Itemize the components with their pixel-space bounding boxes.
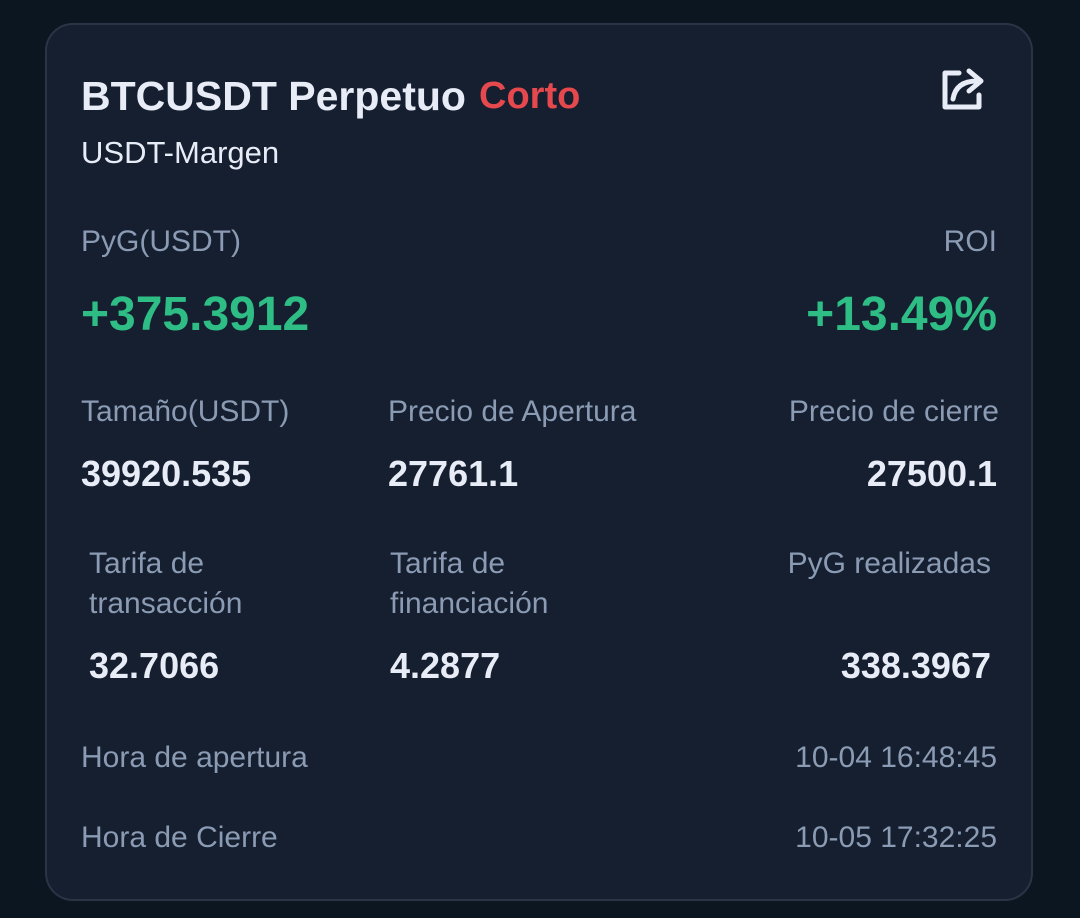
open-price-label: Precio de Apertura [388, 395, 637, 428]
position-card: BTCUSDT Perpetuo Corto USDT-Margen PyG(U… [45, 23, 1033, 901]
size-label: Tamaño(USDT) [81, 395, 290, 428]
funding-fee-label-line2: financiación [390, 587, 549, 620]
realized-pnl-value: 338.3967 [840, 645, 991, 686]
position-side-badge: Corto [479, 75, 581, 117]
open-time-value: 10-04 16:48:45 [795, 741, 997, 774]
share-button[interactable] [937, 65, 989, 113]
margin-type: USDT-Margen [81, 135, 280, 170]
close-time-value: 10-05 17:32:25 [795, 821, 997, 854]
trading-fee-value: 32.7066 [89, 645, 220, 686]
close-time-label: Hora de Cierre [81, 821, 278, 854]
share-icon [942, 68, 984, 110]
roi-value: +13.49% [806, 288, 997, 341]
trading-fee-label-line1: Tarifa de [89, 547, 205, 580]
close-price-label: Precio de cierre [788, 395, 999, 428]
close-price-value: 27500.1 [866, 453, 997, 494]
size-value: 39920.535 [81, 453, 252, 494]
funding-fee-value: 4.2877 [390, 645, 501, 686]
pnl-value: +375.3912 [81, 288, 310, 341]
open-time-label: Hora de apertura [81, 741, 308, 774]
roi-label: ROI [943, 225, 997, 258]
trading-fee-label-line2: transacción [89, 587, 243, 620]
contract-title: BTCUSDT Perpetuo [81, 73, 466, 119]
realized-pnl-label: PyG realizadas [787, 547, 991, 580]
open-price-value: 27761.1 [388, 453, 519, 494]
funding-fee-label-line1: Tarifa de [390, 547, 506, 580]
pnl-label: PyG(USDT) [81, 225, 241, 258]
